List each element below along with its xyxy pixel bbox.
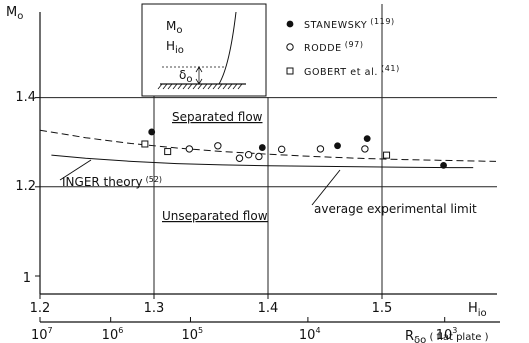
marker-rodde-5 <box>277 145 286 154</box>
x-tick-label-1-5: 1.5 <box>372 301 393 316</box>
hatch-stroke <box>212 83 218 90</box>
inset-box <box>141 3 267 97</box>
marker-rodde-2 <box>235 154 244 162</box>
hatch-stroke <box>232 83 238 90</box>
unseparated-flow-label: Unseparated flow <box>162 209 268 223</box>
x-tick-label-1-2: 1.2 <box>30 301 51 316</box>
marker-stanewsky-2 <box>334 142 341 150</box>
average-limit-leader <box>311 169 341 206</box>
hatch-stroke <box>227 83 233 90</box>
inset-h-label: Hio <box>166 39 184 56</box>
grid-lines <box>40 4 497 294</box>
hatch-stroke <box>202 83 208 90</box>
marker-gobert-et-al-1 <box>164 148 172 156</box>
x-tick-label-1-4: 1.4 <box>258 301 279 316</box>
hatch-stroke <box>167 83 173 90</box>
tick-marks <box>35 97 446 322</box>
legend-label-gobert: GOBERT et al. (41) <box>304 64 400 78</box>
inset-arrowhead-top <box>195 66 203 73</box>
legend-marker-rodde <box>286 43 294 51</box>
secondary-tick-label-4: 103 <box>436 326 458 343</box>
secondary-x-axis-label: Rδo ( flat plate ) <box>405 329 489 343</box>
marker-rodde-4 <box>255 152 263 161</box>
inger-theory-label: INGER theory (52) <box>62 175 162 189</box>
inger-label-leader <box>59 159 92 181</box>
inset-wall-hatch <box>157 83 243 90</box>
average-limit-label: average experimental limit <box>314 202 477 216</box>
marker-stanewsky-0 <box>148 128 156 136</box>
hatch-stroke <box>197 83 203 90</box>
secondary-tick-label-1: 106 <box>102 326 124 343</box>
inset-m-label: Mo <box>166 19 182 36</box>
marker-rodde-6 <box>316 145 325 153</box>
inger-theory-curve <box>51 154 474 169</box>
hatch-stroke <box>157 83 163 90</box>
inset-d-label: δo <box>179 68 192 85</box>
legend-marker-gobert <box>286 67 294 75</box>
y-tick-label-1-2: 1.2 <box>15 179 36 194</box>
hatch-stroke <box>217 83 223 90</box>
marker-gobert-et-al-0 <box>141 140 149 148</box>
separated-flow-label: Separated flow <box>172 110 263 124</box>
marker-rodde-0 <box>185 145 194 153</box>
marker-rodde-3 <box>244 150 253 159</box>
secondary-tick-label-3: 104 <box>299 326 321 343</box>
secondary-tick-labels: 107 106 105 104 103 <box>31 326 457 343</box>
inset-sketch: Mo Hio δo <box>141 3 267 97</box>
marker-stanewsky-3 <box>363 135 371 143</box>
x-tick-label-1-3: 1.3 <box>144 301 165 316</box>
legend-label-stanewsky: STANEWSKY (119) <box>304 17 395 31</box>
legend-marker-stanewsky <box>286 20 294 28</box>
hatch-stroke <box>207 83 213 90</box>
hatch-stroke <box>172 83 178 90</box>
secondary-tick-label-2: 105 <box>181 326 203 343</box>
inset-arrowhead-bottom <box>195 78 203 85</box>
hatch-stroke <box>222 83 228 90</box>
marker-gobert-et-al-2 <box>383 151 391 159</box>
marker-rodde-1 <box>214 142 222 150</box>
inset-velocity-profile <box>218 11 237 85</box>
marker-stanewsky-4 <box>440 161 447 169</box>
secondary-tick-label-0: 107 <box>31 326 53 343</box>
hatch-stroke <box>182 83 188 90</box>
hatch-stroke <box>177 83 183 90</box>
y-tick-label-1-4: 1.4 <box>15 90 36 105</box>
hatch-stroke <box>162 83 168 90</box>
hatch-stroke <box>237 83 243 90</box>
x-axis-label: Hio <box>468 301 487 319</box>
data-markers <box>141 128 447 169</box>
legend: STANEWSKY (119) RODDE (97) GOBERT et al. (4… <box>286 17 400 78</box>
legend-label-rodde: RODDE (97) <box>304 40 364 54</box>
hatch-stroke <box>187 83 193 90</box>
y-axis-label: Mo <box>6 5 23 22</box>
marker-stanewsky-1 <box>258 144 266 151</box>
y-tick-label-1: 1 <box>23 271 31 286</box>
marker-rodde-7 <box>361 145 369 153</box>
hatch-stroke <box>192 83 198 90</box>
